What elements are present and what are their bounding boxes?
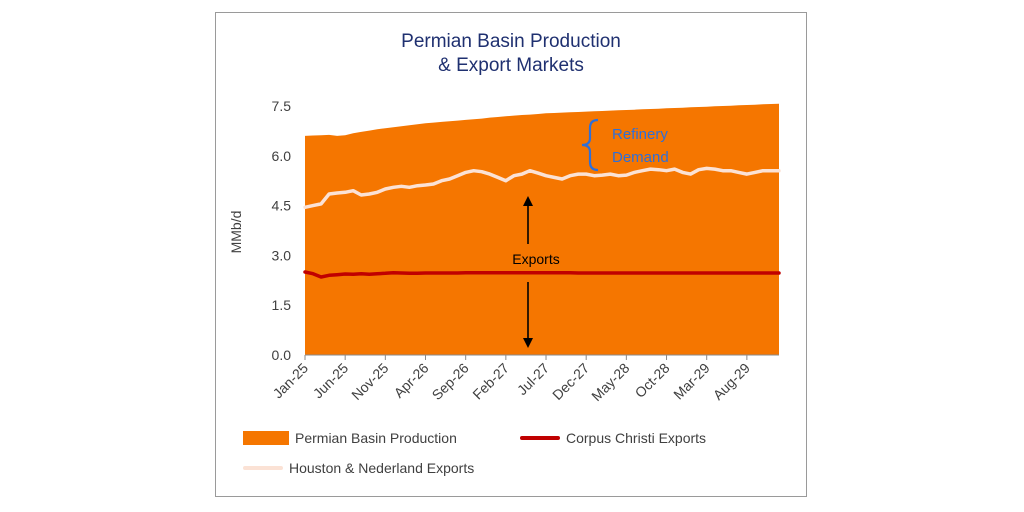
x-tick-label: Oct-28	[632, 360, 673, 401]
x-tick-label: Aug-29	[710, 360, 753, 403]
legend-swatch-corpus	[520, 436, 560, 440]
y-tick-label: 0.0	[272, 347, 292, 363]
x-tick-label: Nov-25	[348, 360, 391, 403]
x-tick-label: Jun-25	[310, 360, 352, 402]
plot-area	[303, 103, 781, 355]
y-tick-label: 4.5	[272, 198, 292, 214]
refinery-demand-label-line2: Demand	[612, 149, 669, 166]
legend-swatch-houston	[243, 466, 283, 470]
y-tick-label: 3.0	[272, 247, 292, 263]
x-tick-label: Dec-27	[549, 360, 592, 403]
legend-label-corpus: Corpus Christi Exports	[566, 430, 707, 446]
legend-item-houston: Houston & Nederland Exports	[243, 460, 474, 476]
legend-swatch-permian	[243, 431, 289, 445]
series-line-houston	[303, 166, 781, 210]
chart-title-line1: Permian Basin Production	[401, 31, 621, 52]
x-tick-label: Mar-29	[670, 360, 713, 403]
series-area-permian	[305, 103, 779, 355]
y-tick-label: 7.5	[272, 98, 292, 114]
exports-arrow-down-head	[523, 338, 533, 348]
x-tick-label: Feb-27	[469, 360, 512, 403]
legend-label-permian: Permian Basin Production	[295, 430, 457, 446]
legend-label-houston: Houston & Nederland Exports	[289, 460, 475, 476]
chart-title: Permian Basin Production & Export Market…	[215, 30, 807, 78]
chart-title-line2: & Export Markets	[438, 55, 584, 76]
exports-arrow-up-head	[523, 196, 533, 206]
y-tick-label: 6.0	[272, 148, 292, 164]
x-tick-label: May-28	[588, 360, 632, 404]
refinery-demand-label-line1: Refinery	[612, 126, 668, 143]
y-tick-label: 1.5	[272, 297, 292, 313]
series-line-corpus	[303, 270, 781, 279]
x-tick-label: Jan-25	[270, 360, 312, 402]
refinery-demand-brace	[581, 118, 599, 172]
annotations: Refinery Demand Exports	[512, 118, 669, 348]
x-tick-label: Apr-26	[391, 360, 432, 401]
x-tick-label: Jul-27	[514, 360, 552, 398]
legend-item-permian: Permian Basin Production	[243, 430, 457, 446]
y-axis-label: MMb/d	[228, 211, 244, 254]
exports-label: Exports	[512, 251, 559, 267]
legend-item-corpus: Corpus Christi Exports	[520, 430, 706, 446]
x-tick-label: Sep-26	[429, 360, 472, 403]
